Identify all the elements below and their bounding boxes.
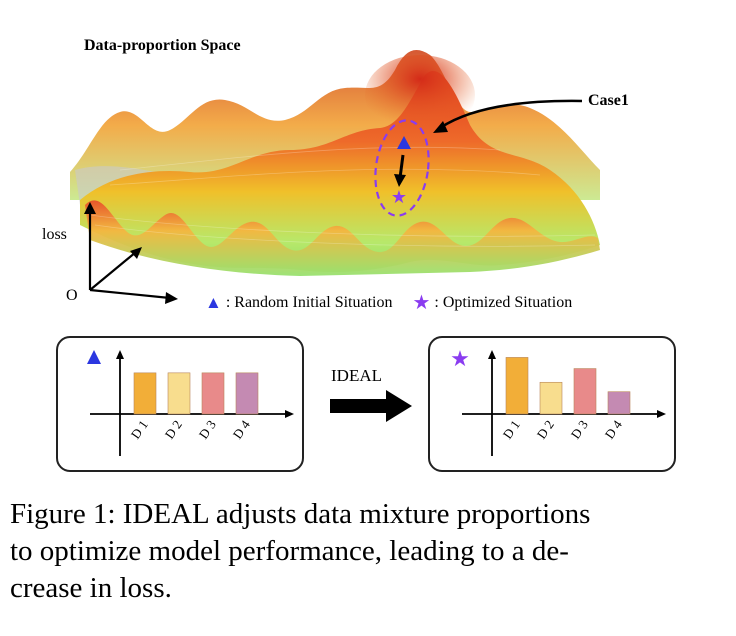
bar (607, 391, 631, 415)
star-icon: ★ (412, 292, 431, 314)
triangle-icon (87, 350, 101, 364)
space-title: Data-proportion Space (84, 37, 241, 54)
bar (133, 372, 157, 415)
panel-initial-chart: D 1 D 2 D 3 D 4 (87, 350, 294, 456)
caption-line: crease in loss. (10, 572, 172, 604)
random-initial-marker (397, 136, 411, 149)
case-label: Case1 (588, 92, 629, 109)
legend: ▲ : Random Initial Situation ★ : Optimiz… (205, 290, 572, 315)
axes (84, 202, 178, 304)
transform-arrow (330, 390, 412, 422)
category-label: D 1 (128, 417, 151, 441)
method-label: IDEAL (331, 366, 382, 385)
category-label: D 4 (602, 417, 626, 442)
figure-caption: Figure 1: IDEAL adjusts data mixture pro… (10, 496, 730, 607)
bar (505, 357, 529, 415)
loss-axis-label: loss (42, 226, 67, 243)
origin-label: O (66, 287, 78, 304)
category-label: D 2 (534, 417, 557, 441)
bar (539, 381, 563, 415)
figure: ★ Data-proportion Space Case1 loss O ▲ :… (42, 37, 676, 472)
optimized-marker: ★ (391, 187, 407, 207)
case-ellipse (374, 119, 430, 217)
caption-line: to optimize model performance, leading t… (10, 535, 569, 567)
triangle-icon: ▲ (205, 292, 222, 312)
bar (573, 368, 597, 415)
loss-landscape: ★ (70, 50, 600, 304)
x-axis-arrow (285, 410, 294, 418)
category-label: D 4 (230, 417, 254, 442)
legend-optimized: : Optimized Situation (434, 293, 573, 311)
x-axis-arrow (657, 410, 666, 418)
panel-optimized: ★ D 1 D 2 D 3 D 4 (428, 336, 676, 472)
panel-initial: D 1 D 2 D 3 D 4 (56, 336, 304, 472)
y-axis-arrow (116, 350, 124, 359)
panel-optimized-chart: ★ D 1 D 2 D 3 D 4 (450, 346, 666, 456)
surface-main (80, 71, 600, 273)
category-label: D 3 (568, 417, 591, 441)
bar (167, 372, 191, 415)
category-label: D 3 (196, 417, 219, 441)
bar (235, 372, 259, 415)
y-axis-arrow (488, 350, 496, 359)
bar (201, 372, 225, 415)
surface-front (85, 200, 600, 276)
legend-random-initial: : Random Initial Situation (225, 293, 393, 311)
caption-line: Figure 1: IDEAL adjusts data mixture pro… (10, 498, 591, 530)
category-label: D 2 (162, 417, 185, 441)
star-icon: ★ (450, 346, 470, 371)
category-label: D 1 (500, 417, 523, 441)
case-arrow (439, 99, 583, 130)
